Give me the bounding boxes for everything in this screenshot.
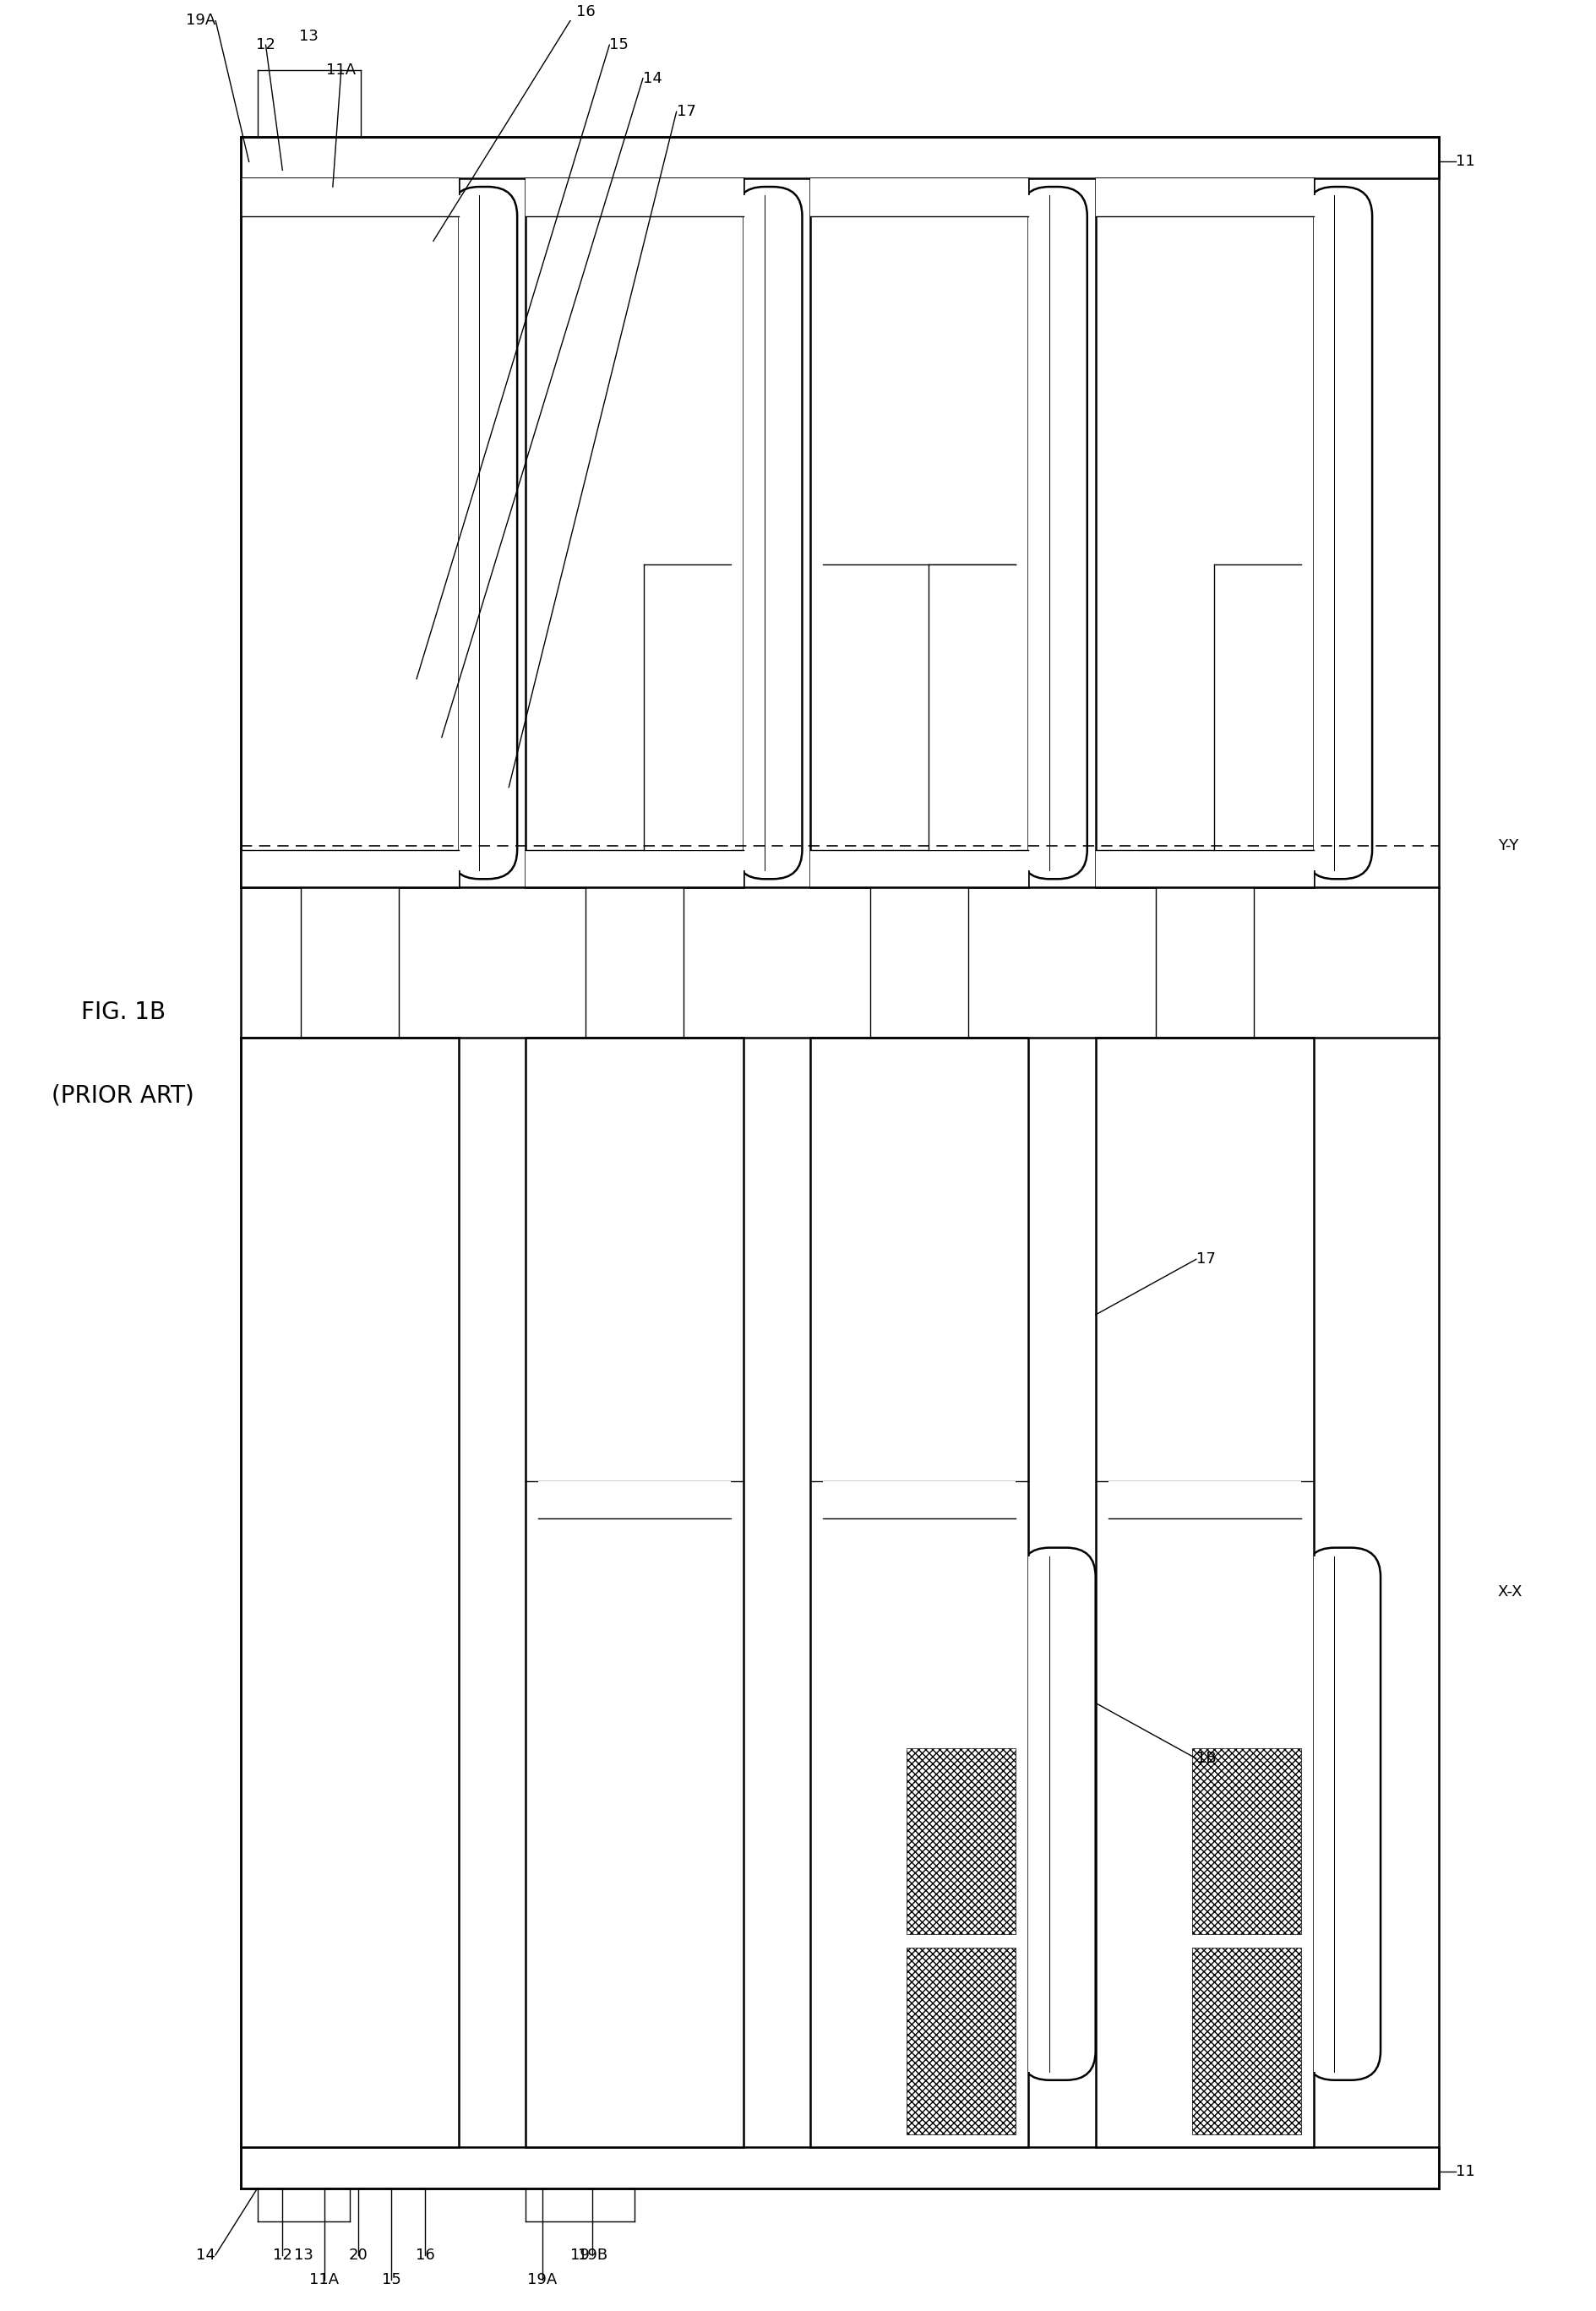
- Bar: [1156, 887, 1253, 1038]
- Bar: [811, 1038, 1028, 2147]
- Text: 20: 20: [348, 2249, 367, 2262]
- Bar: [1314, 194, 1334, 871]
- Text: 14: 14: [196, 2249, 215, 2262]
- Text: 19A: 19A: [527, 2272, 557, 2288]
- Bar: [1108, 1481, 1301, 1518]
- Bar: [811, 178, 1028, 887]
- Text: (PRIOR ART): (PRIOR ART): [53, 1084, 195, 1107]
- Bar: [1192, 1948, 1301, 2133]
- Bar: [241, 178, 458, 887]
- Bar: [824, 1493, 1017, 2133]
- Text: 17: 17: [1195, 1253, 1216, 1266]
- Bar: [824, 215, 1017, 564]
- Bar: [1095, 1038, 1314, 2147]
- Text: 14: 14: [643, 72, 662, 86]
- Bar: [1095, 850, 1314, 887]
- Text: 11A: 11A: [310, 2272, 340, 2288]
- Text: 16: 16: [415, 2249, 434, 2262]
- Bar: [907, 1948, 1017, 2133]
- Bar: [824, 564, 1017, 850]
- FancyBboxPatch shape: [736, 187, 803, 878]
- Bar: [241, 1038, 458, 2147]
- Bar: [241, 178, 458, 215]
- FancyBboxPatch shape: [1020, 1548, 1095, 2080]
- Bar: [525, 178, 744, 887]
- Bar: [525, 850, 744, 887]
- FancyBboxPatch shape: [1306, 1548, 1381, 2080]
- Bar: [525, 178, 744, 215]
- Bar: [1028, 1555, 1050, 2071]
- Text: 1B: 1B: [1195, 1752, 1216, 1766]
- Bar: [811, 178, 1028, 215]
- FancyBboxPatch shape: [450, 187, 517, 878]
- Bar: [1108, 1493, 1301, 2133]
- Bar: [538, 1481, 731, 1518]
- Bar: [538, 215, 731, 850]
- Bar: [907, 1747, 1017, 1934]
- Bar: [811, 850, 1028, 887]
- Text: 13: 13: [294, 2249, 313, 2262]
- Text: 15: 15: [610, 37, 629, 53]
- Text: 19B: 19B: [578, 2249, 608, 2262]
- Text: 11: 11: [1456, 155, 1475, 169]
- Bar: [300, 887, 399, 1038]
- FancyBboxPatch shape: [1306, 187, 1373, 878]
- Bar: [1095, 178, 1314, 887]
- Bar: [538, 1493, 731, 2133]
- Bar: [744, 194, 764, 871]
- Text: 12: 12: [255, 37, 276, 53]
- Bar: [458, 194, 479, 871]
- Bar: [241, 2147, 1440, 2189]
- Text: 15: 15: [381, 2272, 401, 2288]
- Bar: [824, 1481, 1017, 1518]
- Bar: [241, 136, 1440, 178]
- Text: 16: 16: [576, 5, 595, 18]
- Bar: [1095, 178, 1314, 215]
- Bar: [1314, 1555, 1334, 2071]
- Text: 12: 12: [273, 2249, 292, 2262]
- Bar: [929, 564, 1017, 850]
- Text: 19A: 19A: [185, 12, 215, 28]
- Text: 11: 11: [1456, 2163, 1475, 2179]
- Bar: [241, 850, 458, 887]
- Bar: [1215, 564, 1301, 850]
- Bar: [643, 564, 731, 850]
- Bar: [586, 887, 683, 1038]
- Text: 11A: 11A: [326, 62, 356, 79]
- Bar: [525, 1038, 744, 2147]
- Bar: [254, 215, 445, 850]
- Bar: [1108, 215, 1301, 850]
- FancyBboxPatch shape: [1020, 187, 1087, 878]
- Bar: [1192, 1747, 1301, 1934]
- Text: 13: 13: [298, 30, 319, 44]
- Bar: [870, 887, 969, 1038]
- Text: 19: 19: [570, 2249, 591, 2262]
- Text: Y-Y: Y-Y: [1499, 839, 1518, 853]
- Text: X-X: X-X: [1499, 1585, 1523, 1599]
- Text: 17: 17: [677, 104, 696, 120]
- Bar: [1028, 194, 1050, 871]
- Text: FIG. 1B: FIG. 1B: [81, 1001, 166, 1024]
